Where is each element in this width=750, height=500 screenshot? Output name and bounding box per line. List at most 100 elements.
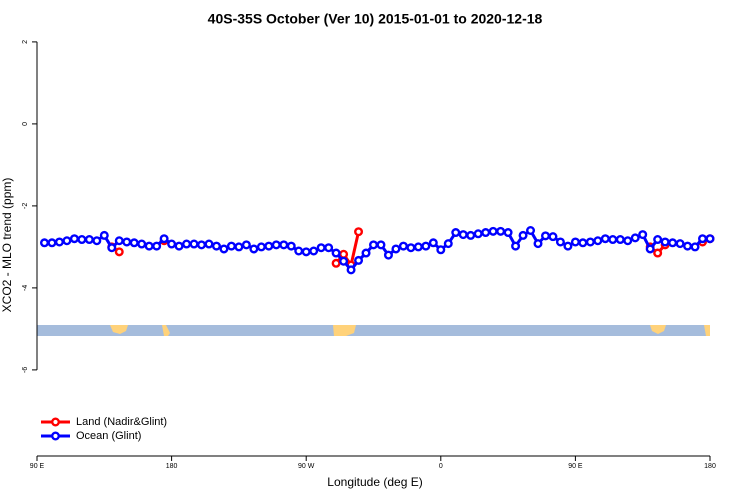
data-point	[466, 230, 476, 240]
data-point	[421, 241, 431, 251]
land-blob	[333, 325, 356, 336]
data-point	[533, 239, 543, 249]
chart-title: 40S-35S October (Ver 10) 2015-01-01 to 2…	[208, 11, 543, 27]
data-point	[324, 243, 334, 253]
data-point	[249, 244, 259, 254]
data-point	[488, 226, 498, 236]
data-point	[137, 239, 147, 249]
data-point	[114, 236, 124, 246]
land-blob	[162, 325, 170, 336]
land-blob	[704, 325, 710, 336]
land-blob	[650, 325, 666, 334]
data-point	[705, 234, 715, 244]
data-point	[585, 237, 595, 247]
data-point	[234, 242, 244, 252]
legend-marker	[51, 431, 61, 441]
data-point	[331, 258, 341, 268]
land-blob	[110, 325, 128, 334]
data-point	[271, 240, 281, 250]
y-tick-label: 0	[22, 122, 29, 126]
legend-label: Ocean (Glint)	[76, 430, 141, 442]
data-point	[84, 235, 94, 245]
data-point	[279, 240, 289, 250]
data-point	[39, 238, 49, 248]
data-point	[481, 228, 491, 238]
data-point	[331, 248, 341, 258]
data-point	[540, 231, 550, 241]
data-point	[398, 241, 408, 251]
data-point	[77, 235, 87, 245]
data-point	[413, 242, 423, 252]
data-point	[503, 228, 513, 238]
y-axis-label: XCO2 - MLO trend (ppm)	[0, 178, 14, 313]
data-point	[406, 243, 416, 253]
data-point	[294, 246, 304, 256]
data-point	[436, 245, 446, 255]
data-point	[391, 244, 401, 254]
data-point	[226, 241, 236, 251]
data-point	[107, 243, 117, 253]
data-point	[197, 240, 207, 250]
data-point	[668, 238, 678, 248]
data-point	[496, 226, 506, 236]
y-tick-label: -6	[22, 367, 29, 373]
x-tick-label: 180	[704, 463, 716, 470]
data-point	[526, 225, 536, 235]
data-point	[638, 230, 648, 240]
data-point	[653, 235, 663, 245]
data-point	[555, 237, 565, 247]
data-point	[511, 241, 521, 251]
x-tick-label: 90 W	[298, 463, 315, 470]
data-point	[369, 240, 379, 250]
data-point	[144, 241, 154, 251]
data-point	[428, 238, 438, 248]
data-point	[182, 239, 192, 249]
data-point	[675, 239, 685, 249]
x-tick-label: 90 E	[568, 463, 583, 470]
data-point	[174, 241, 184, 251]
land-mask	[37, 325, 710, 336]
data-point	[361, 248, 371, 258]
data-point	[690, 242, 700, 252]
data-point	[309, 246, 319, 256]
data-point	[264, 241, 274, 251]
data-point	[630, 233, 640, 243]
data-point	[92, 236, 102, 246]
data-point	[122, 237, 132, 247]
data-point	[256, 242, 266, 252]
data-point	[62, 236, 72, 246]
data-point	[167, 239, 177, 249]
legend-marker	[51, 417, 61, 427]
data-point	[211, 241, 221, 251]
data-point	[69, 234, 79, 244]
x-axis-label: Longitude (deg E)	[327, 475, 422, 489]
data-point	[316, 243, 326, 253]
data-point	[623, 236, 633, 246]
data-point	[615, 235, 625, 245]
data-point	[129, 238, 139, 248]
y-tick-label: -2	[22, 203, 29, 209]
x-tick-label: 180	[166, 463, 178, 470]
data-point	[301, 247, 311, 257]
data-point	[645, 244, 655, 254]
data-point	[458, 230, 468, 240]
data-point	[152, 241, 162, 251]
data-point	[219, 244, 229, 254]
data-point	[518, 230, 528, 240]
y-tick-label: 2	[22, 40, 29, 44]
data-point	[354, 227, 364, 237]
legend-label: Land (Nadir&Glint)	[76, 416, 167, 428]
data-point	[683, 241, 693, 251]
data-point	[698, 234, 708, 244]
y-tick-label: -4	[22, 285, 29, 291]
data-point	[608, 235, 618, 245]
data-point	[346, 265, 356, 275]
data-point	[354, 255, 364, 265]
data-point	[660, 237, 670, 247]
data-point	[47, 238, 57, 248]
data-point	[286, 241, 296, 251]
data-point	[548, 232, 558, 242]
data-point	[578, 238, 588, 248]
data-point	[241, 240, 251, 250]
data-point	[473, 229, 483, 239]
